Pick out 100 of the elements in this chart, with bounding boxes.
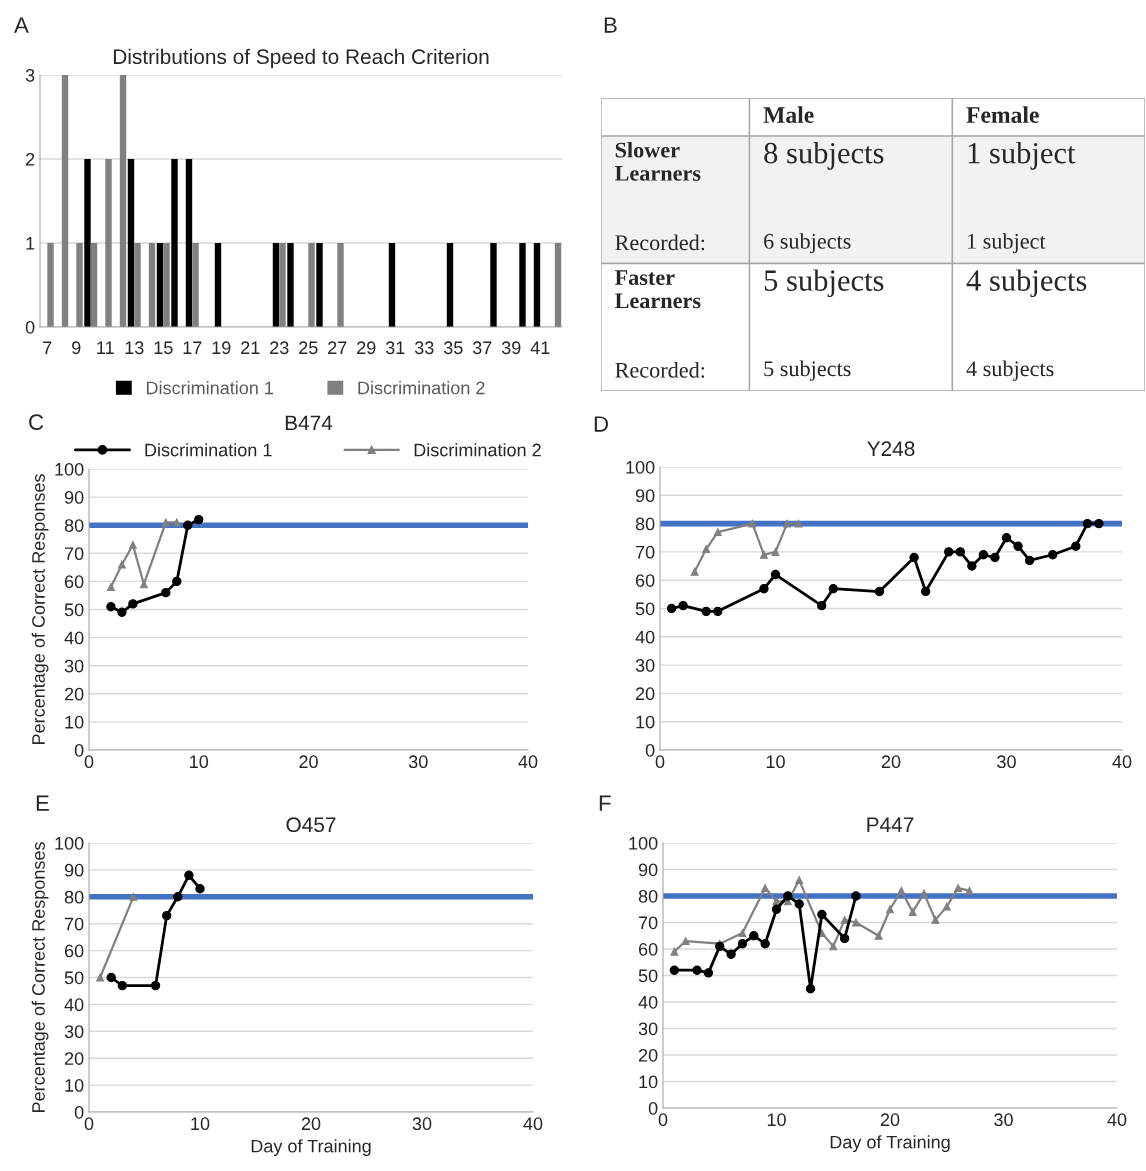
bar — [279, 243, 286, 327]
point — [117, 607, 127, 617]
chart-title: P447 — [867, 817, 914, 832]
chart-title: Y248 — [867, 441, 915, 457]
y-tick-label: 70 — [64, 917, 84, 931]
y-tick-label: 30 — [64, 659, 84, 673]
point — [161, 587, 171, 598]
point — [172, 518, 181, 527]
text: 6 subjects — [764, 233, 851, 254]
category-label: Male — [763, 106, 814, 123]
y-tick-label: 40 — [64, 998, 84, 1012]
point — [670, 947, 679, 956]
x-tick-label: 23 — [270, 341, 289, 355]
x-tick-label: 19 — [212, 341, 231, 355]
point — [106, 972, 116, 983]
point — [150, 980, 161, 991]
point — [840, 915, 849, 924]
bar — [185, 159, 193, 327]
x-tick-label: 10 — [767, 1113, 786, 1127]
y-tick-label: 20 — [64, 1052, 84, 1065]
bar — [84, 159, 91, 327]
y-tick-label: 100 — [55, 836, 84, 850]
point — [944, 547, 954, 557]
x-tick-label: 10 — [766, 755, 785, 769]
y-tick-label: 0 — [25, 320, 35, 334]
y-tick-label: 30 — [638, 1022, 658, 1036]
category-label: Recorded: — [615, 362, 705, 378]
x-tick-label: 35 — [443, 341, 463, 355]
x-tick-label: 40 — [1107, 1113, 1127, 1127]
y-tick-label: 100 — [626, 460, 655, 474]
point — [828, 584, 838, 594]
x-tick-label: 10 — [191, 1117, 210, 1131]
y-tick-label: 40 — [638, 995, 658, 1009]
point — [738, 929, 747, 938]
point — [1082, 518, 1093, 529]
y-tick-label: 50 — [638, 969, 658, 983]
bar — [308, 243, 315, 327]
y-tick-label: 80 — [635, 517, 655, 531]
y-tick-label: 40 — [64, 631, 84, 645]
y-tick-label: 70 — [635, 545, 655, 559]
y-tick-label: 10 — [639, 1075, 658, 1089]
text: D — [594, 416, 608, 432]
y-tick-label: 50 — [635, 602, 655, 616]
point — [715, 941, 725, 952]
y-tick-label: 30 — [635, 659, 655, 672]
point — [194, 514, 204, 525]
category-label: Recorded: — [615, 234, 705, 251]
text: E — [36, 795, 49, 811]
y-tick-label: 20 — [635, 687, 655, 701]
point — [701, 606, 711, 617]
y-tick-label: 100 — [55, 462, 84, 476]
bar — [388, 243, 396, 327]
y-tick-label: 3 — [25, 68, 35, 82]
point — [794, 899, 804, 909]
text: 1 subject — [968, 141, 1076, 170]
y-tick-label: 10 — [65, 715, 84, 729]
x-tick-label: 17 — [183, 341, 202, 354]
point — [783, 519, 792, 528]
bar — [490, 243, 497, 327]
y-tick-label: 80 — [64, 890, 84, 904]
bar — [76, 243, 83, 327]
y-tick-label: 0 — [74, 743, 84, 757]
x-tick-label: 31 — [385, 341, 405, 355]
point — [851, 891, 861, 901]
bar — [554, 243, 562, 327]
category-label: Female — [966, 106, 1039, 123]
point — [106, 602, 116, 612]
x-tick-label: 27 — [328, 341, 347, 354]
y-tick-label: 80 — [64, 519, 84, 532]
y-tick-label: 70 — [64, 547, 84, 561]
bar — [90, 243, 98, 327]
x-tick-label: 20 — [881, 755, 901, 769]
y-tick-label: 20 — [64, 687, 84, 701]
point — [874, 931, 883, 940]
point — [173, 892, 183, 902]
bar — [533, 243, 541, 327]
point — [748, 519, 757, 528]
x-tick-label: 0 — [84, 1117, 94, 1131]
y-tick-label: 60 — [638, 942, 658, 956]
point — [954, 884, 963, 893]
point — [702, 545, 711, 554]
x-axis-title: Day of Training — [251, 1139, 371, 1157]
point — [703, 968, 714, 978]
category-label: Faster Learners — [614, 270, 701, 309]
x-tick-label: 0 — [658, 1113, 668, 1127]
x-tick-label: 40 — [1112, 755, 1132, 769]
y-tick-label: 10 — [65, 1079, 84, 1092]
y-tick-label: 60 — [635, 574, 655, 587]
point — [737, 939, 748, 949]
point — [874, 586, 885, 597]
bar — [287, 243, 294, 327]
x-tick-label: 30 — [997, 755, 1016, 769]
text: A — [14, 17, 29, 33]
point — [770, 569, 781, 580]
x-tick-label: 7 — [43, 341, 52, 354]
text: 4 subjects — [966, 360, 1054, 381]
y-tick-label: 60 — [64, 944, 84, 958]
point — [942, 902, 951, 911]
bar — [148, 243, 156, 327]
x-tick-label: 40 — [518, 755, 538, 769]
